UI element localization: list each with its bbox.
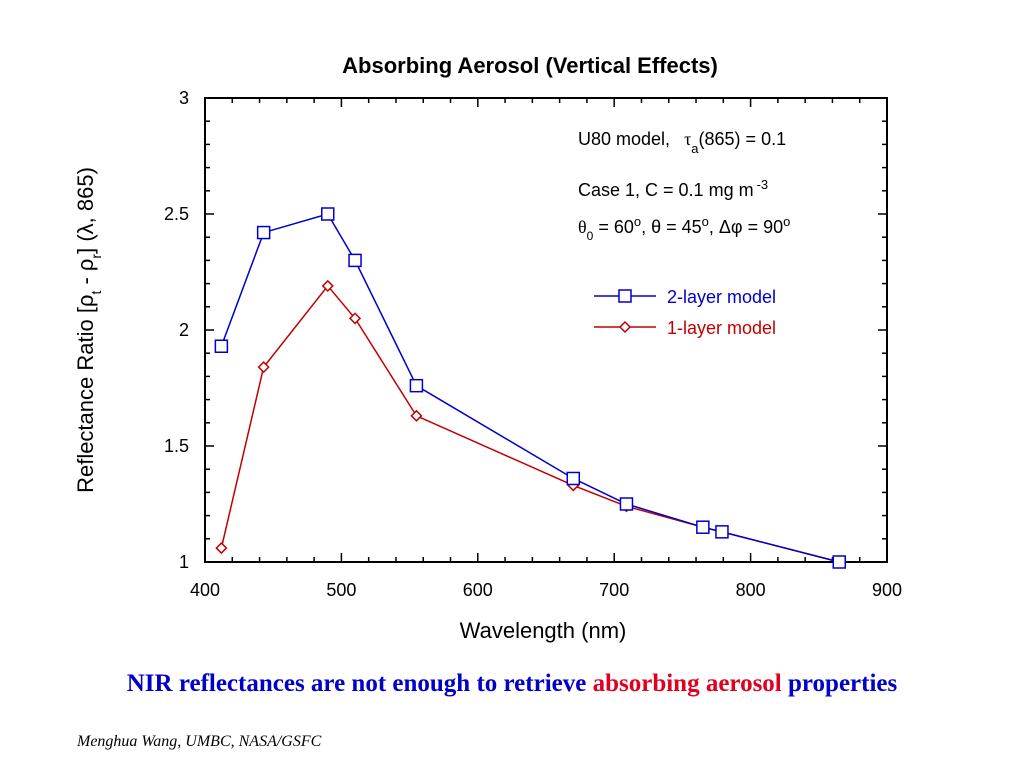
plot-frame	[204, 97, 888, 563]
x-tick-label: 600	[463, 580, 493, 600]
data-point	[832, 555, 847, 569]
annotation-case: Case 1, C = 0.1 mg m -3	[578, 177, 768, 201]
series-2-layer-model	[214, 207, 847, 569]
data-point	[348, 312, 362, 325]
data-point	[321, 207, 335, 221]
tick-labels: 400 500 600 700 800 900 1 1.5 2 2.5 3	[164, 88, 902, 600]
x-tick-label: 700	[599, 580, 629, 600]
annotation-angles: θ0 = 60o, θ = 45o, Δφ = 90o	[578, 214, 790, 244]
x-tick-label: 800	[736, 580, 766, 600]
caption-part-2: absorbing aerosol	[592, 670, 782, 697]
y-tick-label: 1	[179, 552, 189, 572]
annotations: U80 model, τa(865) = 0.1 Case 1, C = 0.1 …	[578, 129, 790, 243]
data-point	[257, 361, 270, 374]
chart-title: Absorbing Aerosol (Vertical Effects)	[342, 53, 718, 78]
y-tick-label: 1.5	[164, 436, 189, 456]
legend-marker	[618, 289, 632, 303]
chart-svg: Absorbing Aerosol (Vertical Effects) 400…	[73, 53, 902, 643]
data-point	[214, 339, 229, 353]
series-layer	[214, 207, 847, 569]
x-axis-label: Wavelength (nm)	[460, 618, 627, 643]
x-tick-label: 500	[326, 580, 356, 600]
data-point	[619, 497, 634, 511]
legend-label: 1-layer model	[667, 318, 776, 338]
data-point	[321, 279, 334, 292]
x-tick-label: 400	[190, 580, 220, 600]
series-line	[220, 213, 840, 563]
y-axis-label: Reflectance Ratio [ρt - ρr] (λ, 865)	[73, 167, 104, 493]
y-tick-label: 3	[179, 88, 189, 108]
x-tick-label: 900	[872, 580, 902, 600]
legend-label: 2-layer model	[667, 287, 776, 307]
data-point	[215, 542, 228, 555]
slide-caption: NIR reflectances are not enough to retri…	[0, 670, 1024, 698]
annotation-model: U80 model, τa(865) = 0.1	[578, 129, 786, 156]
y-tick-label: 2	[179, 320, 189, 340]
legend-marker	[618, 320, 632, 334]
data-point	[256, 225, 271, 240]
data-point	[566, 471, 581, 486]
legend: 2-layer model 1-layer model	[594, 287, 776, 338]
author-credit: Menghua Wang, UMBC, NASA/GSFC	[77, 733, 322, 750]
axis-ticks	[204, 97, 888, 563]
data-point	[348, 253, 362, 268]
data-point	[409, 378, 424, 393]
y-tick-label: 2.5	[164, 204, 189, 224]
data-point	[715, 525, 729, 539]
caption-part-3: properties	[781, 670, 898, 697]
data-point	[696, 520, 710, 534]
data-point	[410, 409, 423, 422]
caption-part-1: NIR reflectances are not enough to retri…	[126, 670, 593, 697]
